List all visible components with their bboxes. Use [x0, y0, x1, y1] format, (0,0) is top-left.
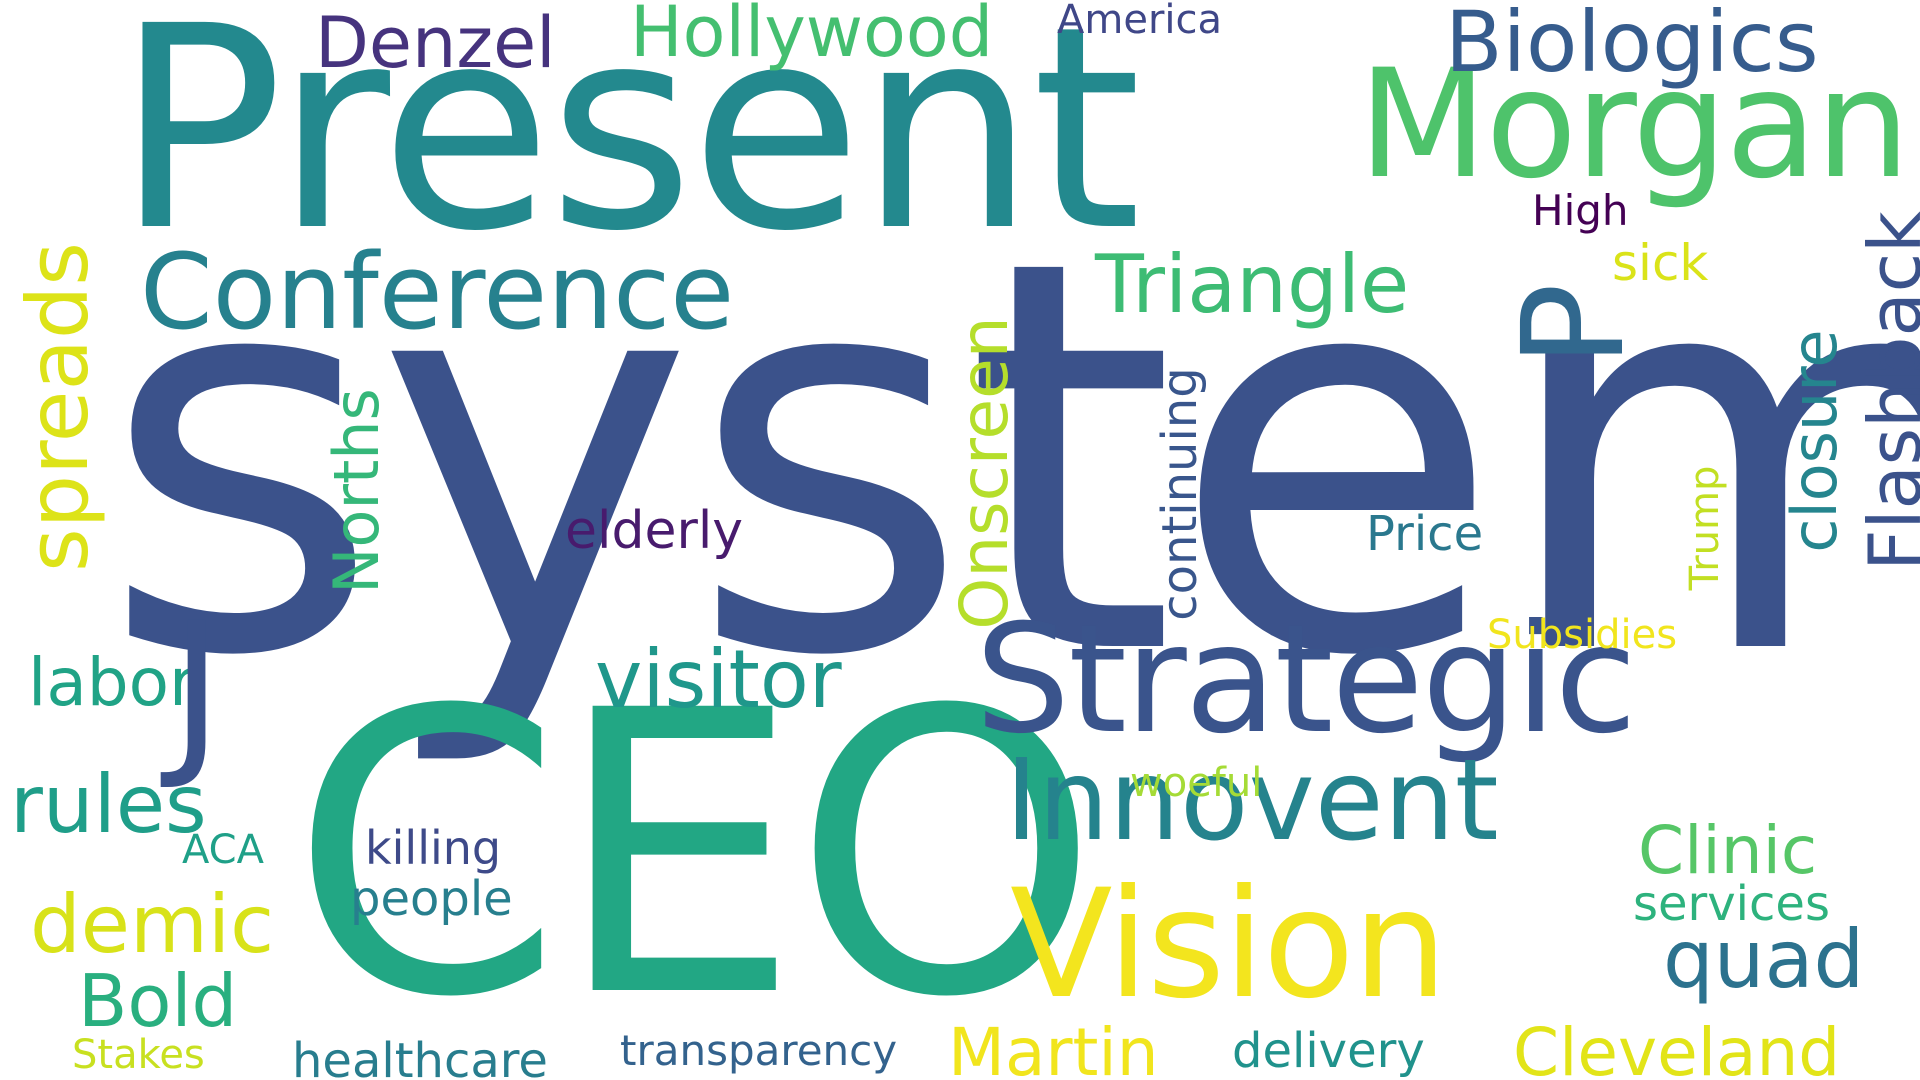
word-labor: labor	[28, 644, 197, 721]
word-transparency: transparency	[620, 1026, 898, 1075]
word-clinic: Clinic	[1638, 812, 1818, 889]
word-system: system	[100, 146, 1920, 774]
word-continuing: continuing	[1152, 367, 1208, 621]
word-norths: Norths	[320, 388, 393, 594]
word-morgan: Morgan	[1358, 38, 1910, 212]
word-healthcare: healthcare	[292, 1033, 548, 1080]
word-delivery: delivery	[1232, 1023, 1425, 1079]
word-onscreen: Onscreen	[946, 316, 1023, 630]
word-america: America	[1057, 0, 1222, 43]
word-sick: sick	[1612, 234, 1709, 292]
word-visitor: visitor	[595, 633, 842, 726]
word-vision: Vision	[1010, 858, 1448, 1032]
word-demic: demic	[30, 878, 275, 971]
word-cleveland: Cleveland	[1513, 1014, 1841, 1080]
word-services: services	[1633, 876, 1830, 932]
word-subsidies: Subsidies	[1487, 612, 1678, 658]
word-flashback: Flashback	[1853, 211, 1920, 571]
word-triangle: Triangle	[1095, 238, 1410, 331]
word-spreads: spreads	[9, 241, 107, 572]
word-martin: Martin	[948, 1014, 1159, 1080]
word-people: people	[350, 871, 513, 927]
word-aca: ACA	[182, 827, 264, 873]
word-quad: quad	[1663, 913, 1865, 1006]
word-present: Present	[115, 0, 1142, 293]
word-innovent: Innovent	[1005, 736, 1499, 866]
word-trump: Trump	[1682, 465, 1728, 591]
word-bold: Bold	[78, 959, 238, 1043]
word-conference: Conference	[140, 231, 735, 353]
word-hollywood: Hollywood	[630, 0, 994, 73]
word-j: J	[170, 585, 224, 794]
word-ceo: CEO	[290, 628, 1100, 1080]
word-p: P	[1493, 282, 1656, 368]
word-elderly: elderly	[565, 501, 744, 561]
word-biologics: Biologics	[1445, 0, 1819, 91]
word-closure: closure	[1778, 329, 1851, 553]
word-denzel: Denzel	[315, 2, 556, 84]
word-stakes: Stakes	[72, 1032, 205, 1078]
word-strategic: Strategic	[975, 593, 1637, 767]
word-rules: rules	[10, 758, 207, 851]
word-high: High	[1532, 186, 1629, 235]
word-price: Price	[1366, 506, 1484, 562]
word-killing: killing	[365, 821, 502, 875]
word-woeful: woeful	[1130, 760, 1263, 806]
